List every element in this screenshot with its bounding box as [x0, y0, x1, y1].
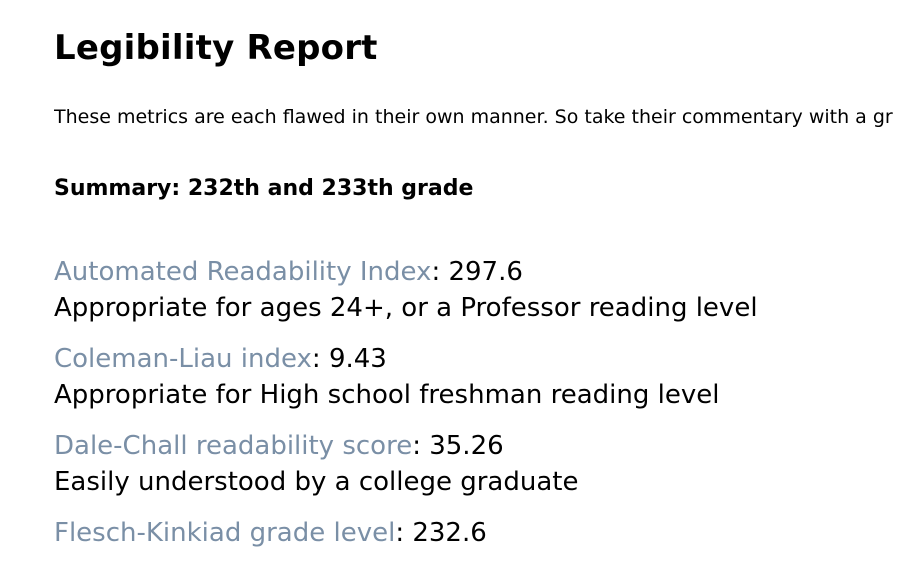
- metric-link-dale-chall-readability-score[interactable]: Dale-Chall readability score: [54, 431, 413, 461]
- summary-heading: Summary: 232th and 233th grade: [54, 176, 474, 201]
- metric-value: : 232.6: [395, 518, 487, 548]
- metric-link-flesch-kinkiad-grade-level[interactable]: Flesch-Kinkiad grade level: [54, 518, 396, 548]
- metric-value: : 35.26: [412, 431, 504, 461]
- metric-description: Easily understood by a college graduate: [54, 467, 579, 497]
- intro-paragraph: These metrics are each flawed in their o…: [54, 106, 893, 128]
- metric-description: Appropriate for High school freshman rea…: [54, 380, 720, 410]
- metric-value: : 9.43: [311, 344, 387, 374]
- metric-coleman-liau-index: Coleman-Liau index: 9.43 Appropriate for…: [54, 341, 758, 413]
- metrics-list: Automated Readability Index: 297.6 Appro…: [54, 254, 758, 566]
- metric-description: Appropriate for ages 24+, or a Professor…: [54, 293, 758, 323]
- legibility-report-page: Legibility Report These metrics are each…: [54, 0, 906, 570]
- metric-link-automated-readability-index[interactable]: Automated Readability Index: [54, 257, 432, 287]
- page-title: Legibility Report: [54, 28, 378, 68]
- metric-link-coleman-liau-index[interactable]: Coleman-Liau index: [54, 344, 312, 374]
- metric-automated-readability-index: Automated Readability Index: 297.6 Appro…: [54, 254, 758, 326]
- metric-flesch-kinkiad-grade-level: Flesch-Kinkiad grade level: 232.6: [54, 515, 758, 551]
- metric-dale-chall-readability-score: Dale-Chall readability score: 35.26 Easi…: [54, 428, 758, 500]
- metric-value: : 297.6: [431, 257, 523, 287]
